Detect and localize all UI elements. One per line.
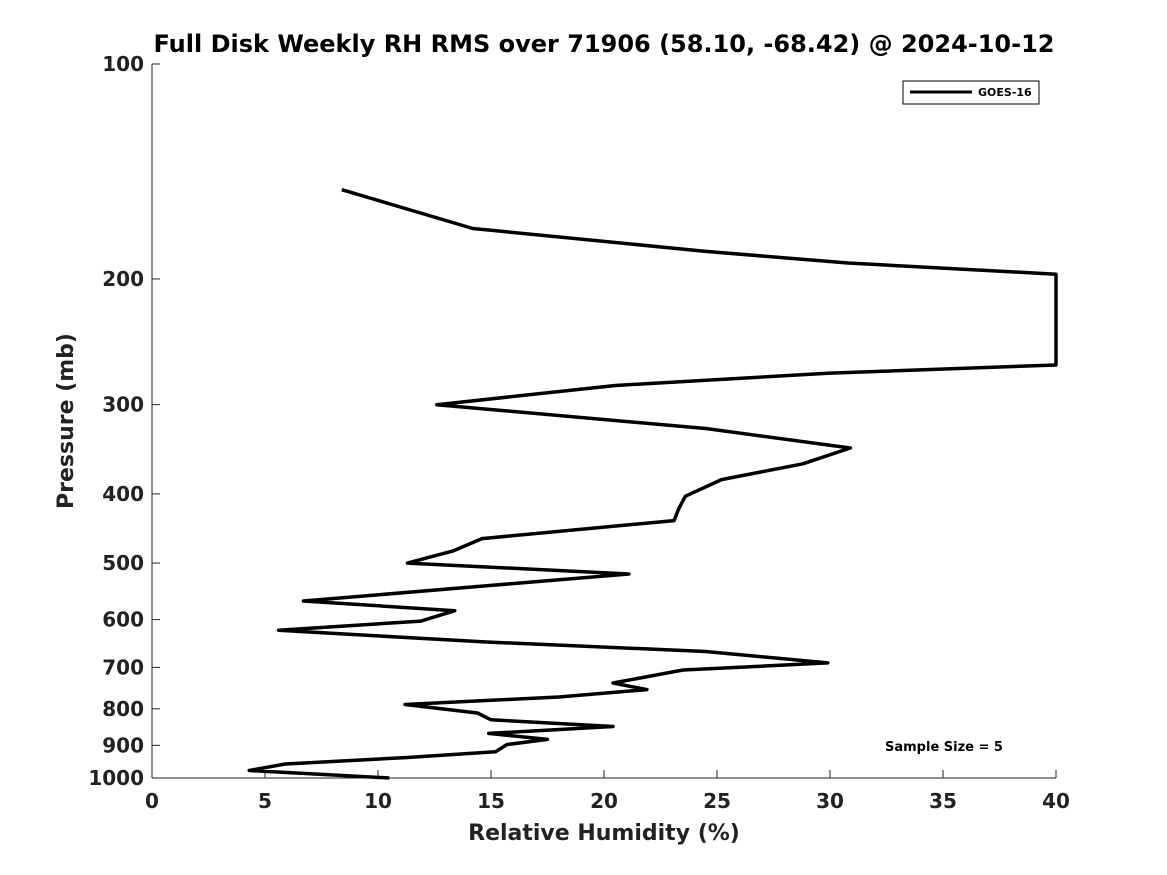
y-axis-ticks: 100 200 300 400 500 600 700 800 900 1000: [88, 52, 160, 790]
y-tick-label: 200: [102, 267, 144, 291]
x-tick-label: 30: [816, 789, 844, 813]
x-tick-label: 10: [364, 789, 392, 813]
x-tick-label: 35: [929, 789, 957, 813]
series-layer: [247, 188, 1058, 780]
x-tick-label: 20: [590, 789, 618, 813]
x-tick-label: 0: [145, 789, 159, 813]
y-tick-label: 1000: [88, 766, 144, 790]
y-axis-label: Pressure (mb): [54, 333, 79, 509]
series-line: [247, 188, 1058, 780]
x-tick-label: 15: [477, 789, 505, 813]
x-axis-ticks: 0 5 10 15 20 25 30 35 40: [145, 770, 1070, 813]
legend-entry: GOES-16: [978, 86, 1032, 99]
y-tick-label: 500: [102, 551, 144, 575]
chart-title: Full Disk Weekly RH RMS over 71906 (58.1…: [153, 30, 1054, 58]
y-tick-label: 300: [102, 393, 144, 417]
x-tick-label: 40: [1042, 789, 1070, 813]
legend: GOES-16: [902, 80, 1040, 105]
y-tick-label: 800: [102, 697, 144, 721]
y-tick-label: 600: [102, 608, 144, 632]
sample-size-annotation: Sample Size = 5: [885, 740, 1003, 755]
y-tick-label: 100: [102, 52, 144, 76]
x-tick-label: 25: [703, 789, 731, 813]
y-tick-label: 700: [102, 655, 144, 679]
y-tick-label: 900: [102, 733, 144, 757]
y-tick-label: 400: [102, 482, 144, 506]
x-tick-label: 5: [258, 789, 272, 813]
x-axis-label: Relative Humidity (%): [468, 821, 740, 846]
